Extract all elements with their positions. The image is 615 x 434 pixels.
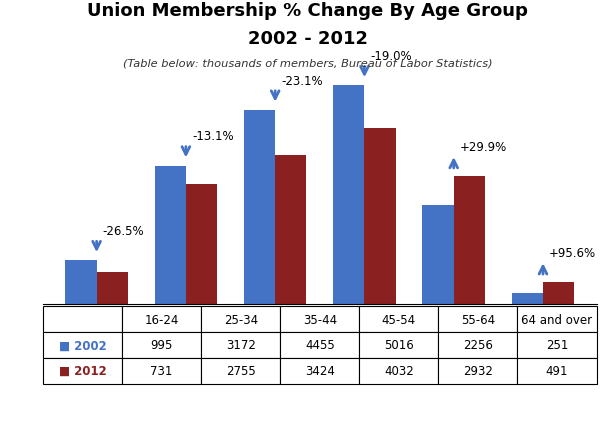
Bar xyxy=(333,86,365,304)
Bar xyxy=(512,293,543,304)
Bar xyxy=(423,206,454,304)
Text: -19.0%: -19.0% xyxy=(371,50,412,63)
Bar xyxy=(275,155,306,304)
Bar xyxy=(154,166,186,304)
Text: (Table below: thousands of members, Bureau of Labor Statistics): (Table below: thousands of members, Bure… xyxy=(122,59,493,69)
Text: -13.1%: -13.1% xyxy=(192,130,234,143)
Text: 2002 - 2012: 2002 - 2012 xyxy=(247,30,368,48)
Bar xyxy=(244,111,275,304)
Text: Union Membership % Change By Age Group: Union Membership % Change By Age Group xyxy=(87,2,528,20)
Text: +95.6%: +95.6% xyxy=(549,247,597,260)
Bar xyxy=(65,260,97,304)
Bar xyxy=(543,283,574,304)
Text: -23.1%: -23.1% xyxy=(282,75,323,88)
Bar xyxy=(365,129,395,304)
Bar xyxy=(97,272,128,304)
Text: +29.9%: +29.9% xyxy=(460,141,507,154)
Text: -26.5%: -26.5% xyxy=(103,225,145,238)
Bar xyxy=(454,177,485,304)
Bar xyxy=(186,184,217,304)
